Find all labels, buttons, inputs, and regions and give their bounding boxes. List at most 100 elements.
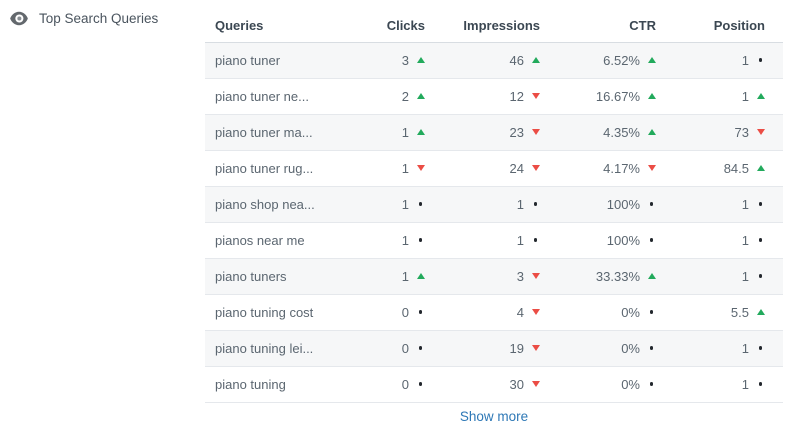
position-value: 1	[741, 52, 749, 68]
trend-up-icon	[647, 272, 656, 281]
trend-neutral-icon	[756, 272, 765, 281]
query-cell: piano tuner rug...	[205, 150, 365, 187]
table-row: piano tuner ma... 1 23 4.35% 73	[205, 114, 783, 151]
clicks-value: 1	[401, 232, 409, 248]
ctr-cell: 4.35%	[540, 114, 656, 151]
trend-down-icon	[531, 272, 540, 281]
ctr-value: 100%	[606, 232, 640, 248]
query-cell: piano tuning lei...	[205, 330, 365, 367]
trend-neutral-icon	[647, 380, 656, 389]
ctr-value: 4.17%	[603, 160, 640, 176]
ctr-value: 0%	[621, 376, 640, 392]
show-more-link[interactable]: Show more	[459, 408, 529, 424]
trend-neutral-icon	[647, 236, 656, 245]
clicks-value: 1	[401, 268, 409, 284]
column-header-clicks: Clicks	[365, 10, 425, 43]
trend-neutral-icon	[531, 200, 540, 209]
column-header-position: Position	[656, 10, 783, 43]
column-header-queries: Queries	[205, 10, 365, 43]
table-row: piano shop nea... 1 1 100% 1	[205, 186, 783, 223]
trend-down-icon	[531, 92, 540, 101]
ctr-cell: 16.67%	[540, 78, 656, 115]
trend-neutral-icon	[756, 200, 765, 209]
trend-neutral-icon	[756, 56, 765, 65]
clicks-cell: 1	[365, 114, 425, 151]
clicks-value: 0	[401, 376, 409, 392]
column-header-impressions: Impressions	[425, 10, 540, 43]
trend-neutral-icon	[756, 380, 765, 389]
trend-up-icon	[756, 92, 765, 101]
trend-up-icon	[416, 56, 425, 65]
impressions-value: 3	[516, 268, 524, 284]
clicks-cell: 3	[365, 42, 425, 79]
clicks-cell: 0	[365, 366, 425, 403]
trend-down-icon	[531, 128, 540, 137]
table-row: piano tuner rug... 1 24 4.17% 84.5	[205, 150, 783, 187]
position-value: 1	[741, 196, 749, 212]
eye-icon	[10, 11, 28, 26]
position-value: 1	[741, 376, 749, 392]
impressions-cell: 1	[425, 186, 540, 223]
position-cell: 1	[656, 258, 783, 295]
position-value: 73	[734, 124, 749, 140]
ctr-value: 4.35%	[603, 124, 640, 140]
ctr-cell: 100%	[540, 186, 656, 223]
trend-neutral-icon	[416, 236, 425, 245]
top-search-queries-table: Queries Clicks Impressions CTR Position …	[205, 10, 783, 430]
trend-down-icon	[531, 164, 540, 173]
show-more-row: Show more	[205, 403, 783, 430]
trend-up-icon	[416, 128, 425, 137]
clicks-value: 1	[401, 196, 409, 212]
position-cell: 1	[656, 186, 783, 223]
table-row: pianos near me 1 1 100% 1	[205, 222, 783, 259]
trend-up-icon	[416, 92, 425, 101]
table-row: piano tuning lei... 0 19 0% 1	[205, 330, 783, 367]
trend-up-icon	[647, 92, 656, 101]
impressions-cell: 23	[425, 114, 540, 151]
clicks-value: 0	[401, 340, 409, 356]
trend-neutral-icon	[756, 344, 765, 353]
trend-neutral-icon	[647, 344, 656, 353]
position-value: 1	[741, 88, 749, 104]
trend-up-icon	[647, 56, 656, 65]
impressions-value: 1	[516, 232, 524, 248]
position-cell: 1	[656, 42, 783, 79]
trend-neutral-icon	[416, 380, 425, 389]
ctr-value: 100%	[606, 196, 640, 212]
trend-down-icon	[531, 380, 540, 389]
impressions-cell: 3	[425, 258, 540, 295]
position-cell: 1	[656, 78, 783, 115]
widget-title: Top Search Queries	[39, 11, 159, 26]
query-cell: piano tuner	[205, 42, 365, 79]
query-cell: pianos near me	[205, 222, 365, 259]
position-value: 5.5	[730, 304, 749, 320]
clicks-value: 1	[401, 124, 409, 140]
ctr-value: 33.33%	[595, 268, 640, 284]
impressions-value: 24	[509, 160, 524, 176]
trend-neutral-icon	[531, 236, 540, 245]
clicks-cell: 0	[365, 330, 425, 367]
trend-neutral-icon	[416, 200, 425, 209]
query-cell: piano tuning	[205, 366, 365, 403]
trend-up-icon	[531, 56, 540, 65]
query-cell: piano shop nea...	[205, 186, 365, 223]
query-cell: piano tuner ma...	[205, 114, 365, 151]
impressions-value: 46	[509, 52, 524, 68]
table-body: piano tuner 3 46 6.52% 1 piano tuner ne... 2 12…	[205, 42, 783, 403]
position-value: 1	[741, 268, 749, 284]
ctr-value: 0%	[621, 340, 640, 356]
trend-down-icon	[531, 344, 540, 353]
clicks-cell: 1	[365, 222, 425, 259]
trend-neutral-icon	[647, 308, 656, 317]
impressions-value: 4	[516, 304, 524, 320]
ctr-cell: 6.52%	[540, 42, 656, 79]
ctr-cell: 0%	[540, 366, 656, 403]
impressions-value: 1	[516, 196, 524, 212]
query-cell: piano tuning cost	[205, 294, 365, 331]
impressions-cell: 30	[425, 366, 540, 403]
table-row: piano tuner ne... 2 12 16.67% 1	[205, 78, 783, 115]
impressions-cell: 1	[425, 222, 540, 259]
ctr-cell: 0%	[540, 330, 656, 367]
trend-up-icon	[756, 308, 765, 317]
trend-down-icon	[647, 164, 656, 173]
